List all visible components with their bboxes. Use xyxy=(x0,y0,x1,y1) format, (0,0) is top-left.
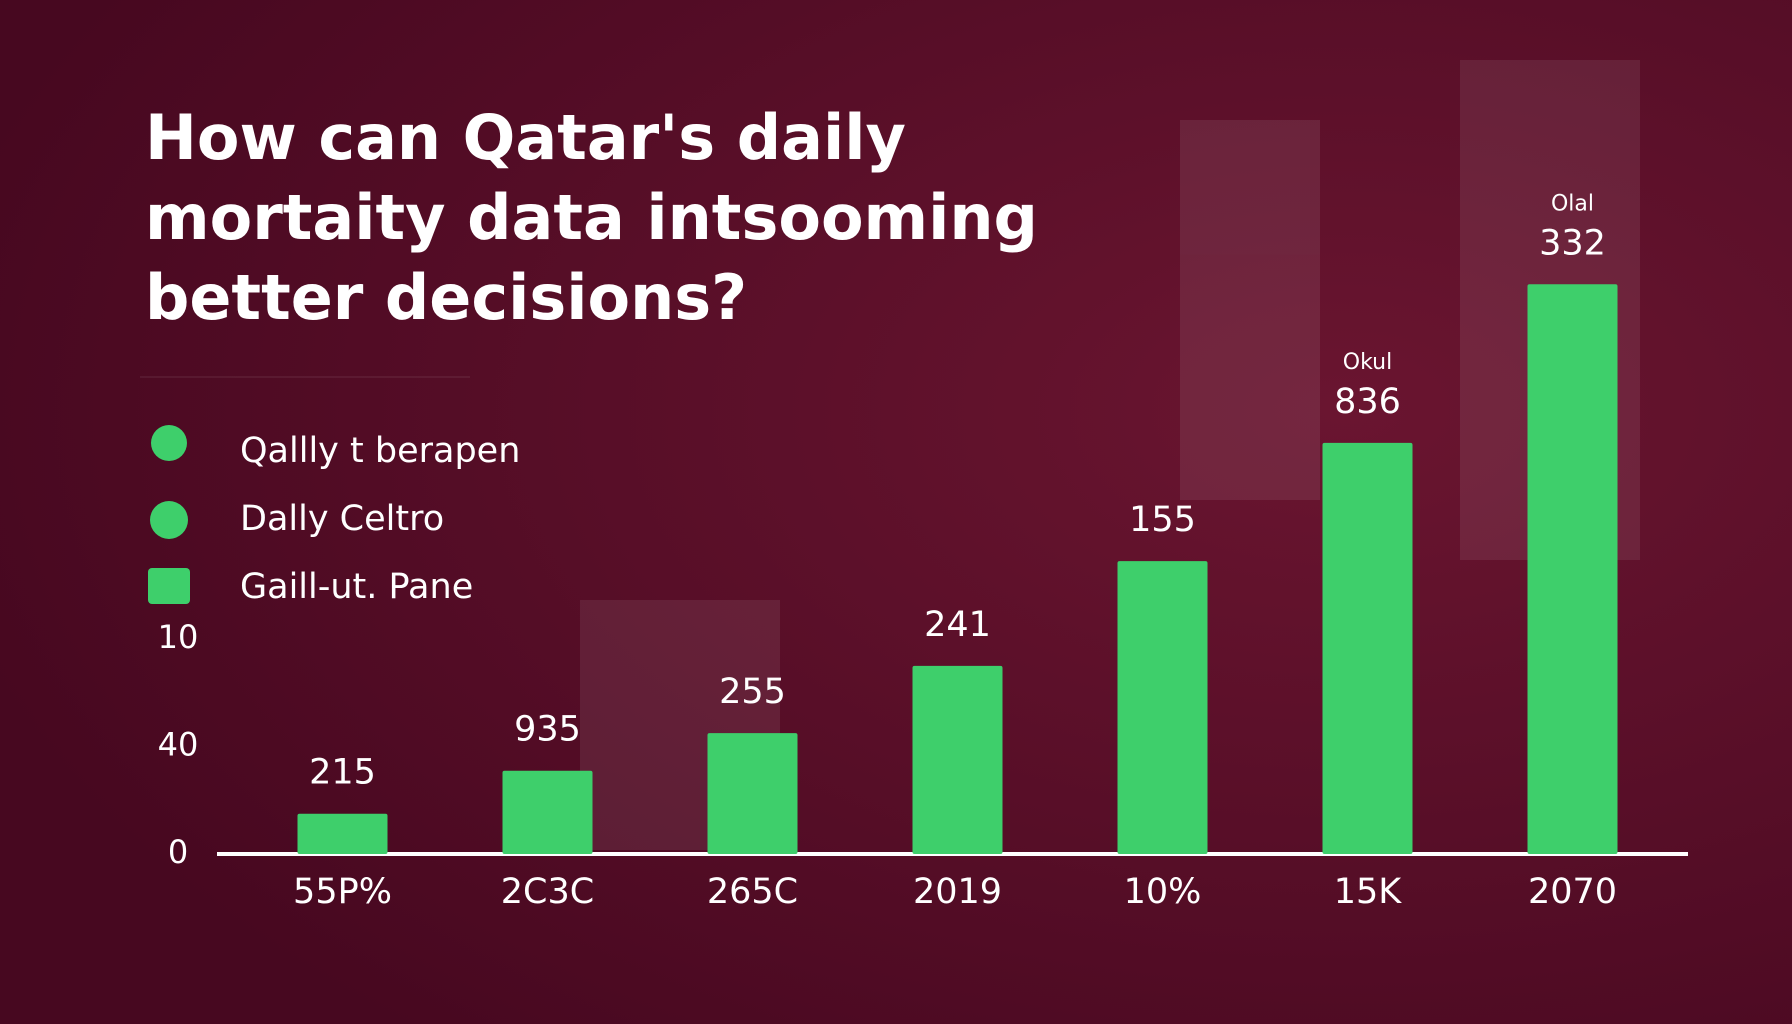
legend xyxy=(148,425,190,604)
x-tick-label: 15K xyxy=(1334,872,1403,912)
data-label: 836 xyxy=(1334,382,1401,422)
legend-icon xyxy=(148,568,190,604)
bar xyxy=(297,813,388,854)
data-label: 155 xyxy=(1129,500,1196,540)
bar xyxy=(502,770,593,854)
y-tick-label: 0 xyxy=(168,833,188,871)
y-tick-label: 10 xyxy=(158,618,199,656)
bar xyxy=(707,733,798,854)
x-tick-label: 2019 xyxy=(913,872,1002,912)
legend-label: Qallly t berapen xyxy=(240,431,520,471)
x-tick-label: 55P% xyxy=(293,872,392,912)
data-label: 935 xyxy=(514,710,581,750)
data-label: 332 xyxy=(1539,223,1606,263)
chart-title: mortaity data intsooming xyxy=(145,181,1038,254)
data-label: 255 xyxy=(719,672,786,712)
data-label: 215 xyxy=(309,753,376,793)
data-label: 241 xyxy=(924,605,991,645)
top-label: Okul xyxy=(1343,350,1392,375)
chart-title: How can Qatar's daily xyxy=(145,101,906,174)
x-tick-label: 10% xyxy=(1124,872,1202,912)
legend-label: Gaill-ut. Pane xyxy=(240,567,473,607)
y-tick-label: 40 xyxy=(158,726,199,764)
bar xyxy=(912,665,1003,854)
bar xyxy=(1527,284,1618,854)
bar xyxy=(1117,561,1208,854)
x-tick-label: 2070 xyxy=(1528,872,1617,912)
legend-icon xyxy=(150,501,188,539)
legend-label: Dally Celtro xyxy=(240,499,444,539)
bar xyxy=(1322,442,1413,854)
top-label: Olal xyxy=(1551,191,1594,216)
legend-icon xyxy=(151,425,187,461)
chart-title: better decisions? xyxy=(145,261,747,334)
x-tick-label: 2C3C xyxy=(501,872,594,912)
x-tick-label: 265C xyxy=(707,872,798,912)
